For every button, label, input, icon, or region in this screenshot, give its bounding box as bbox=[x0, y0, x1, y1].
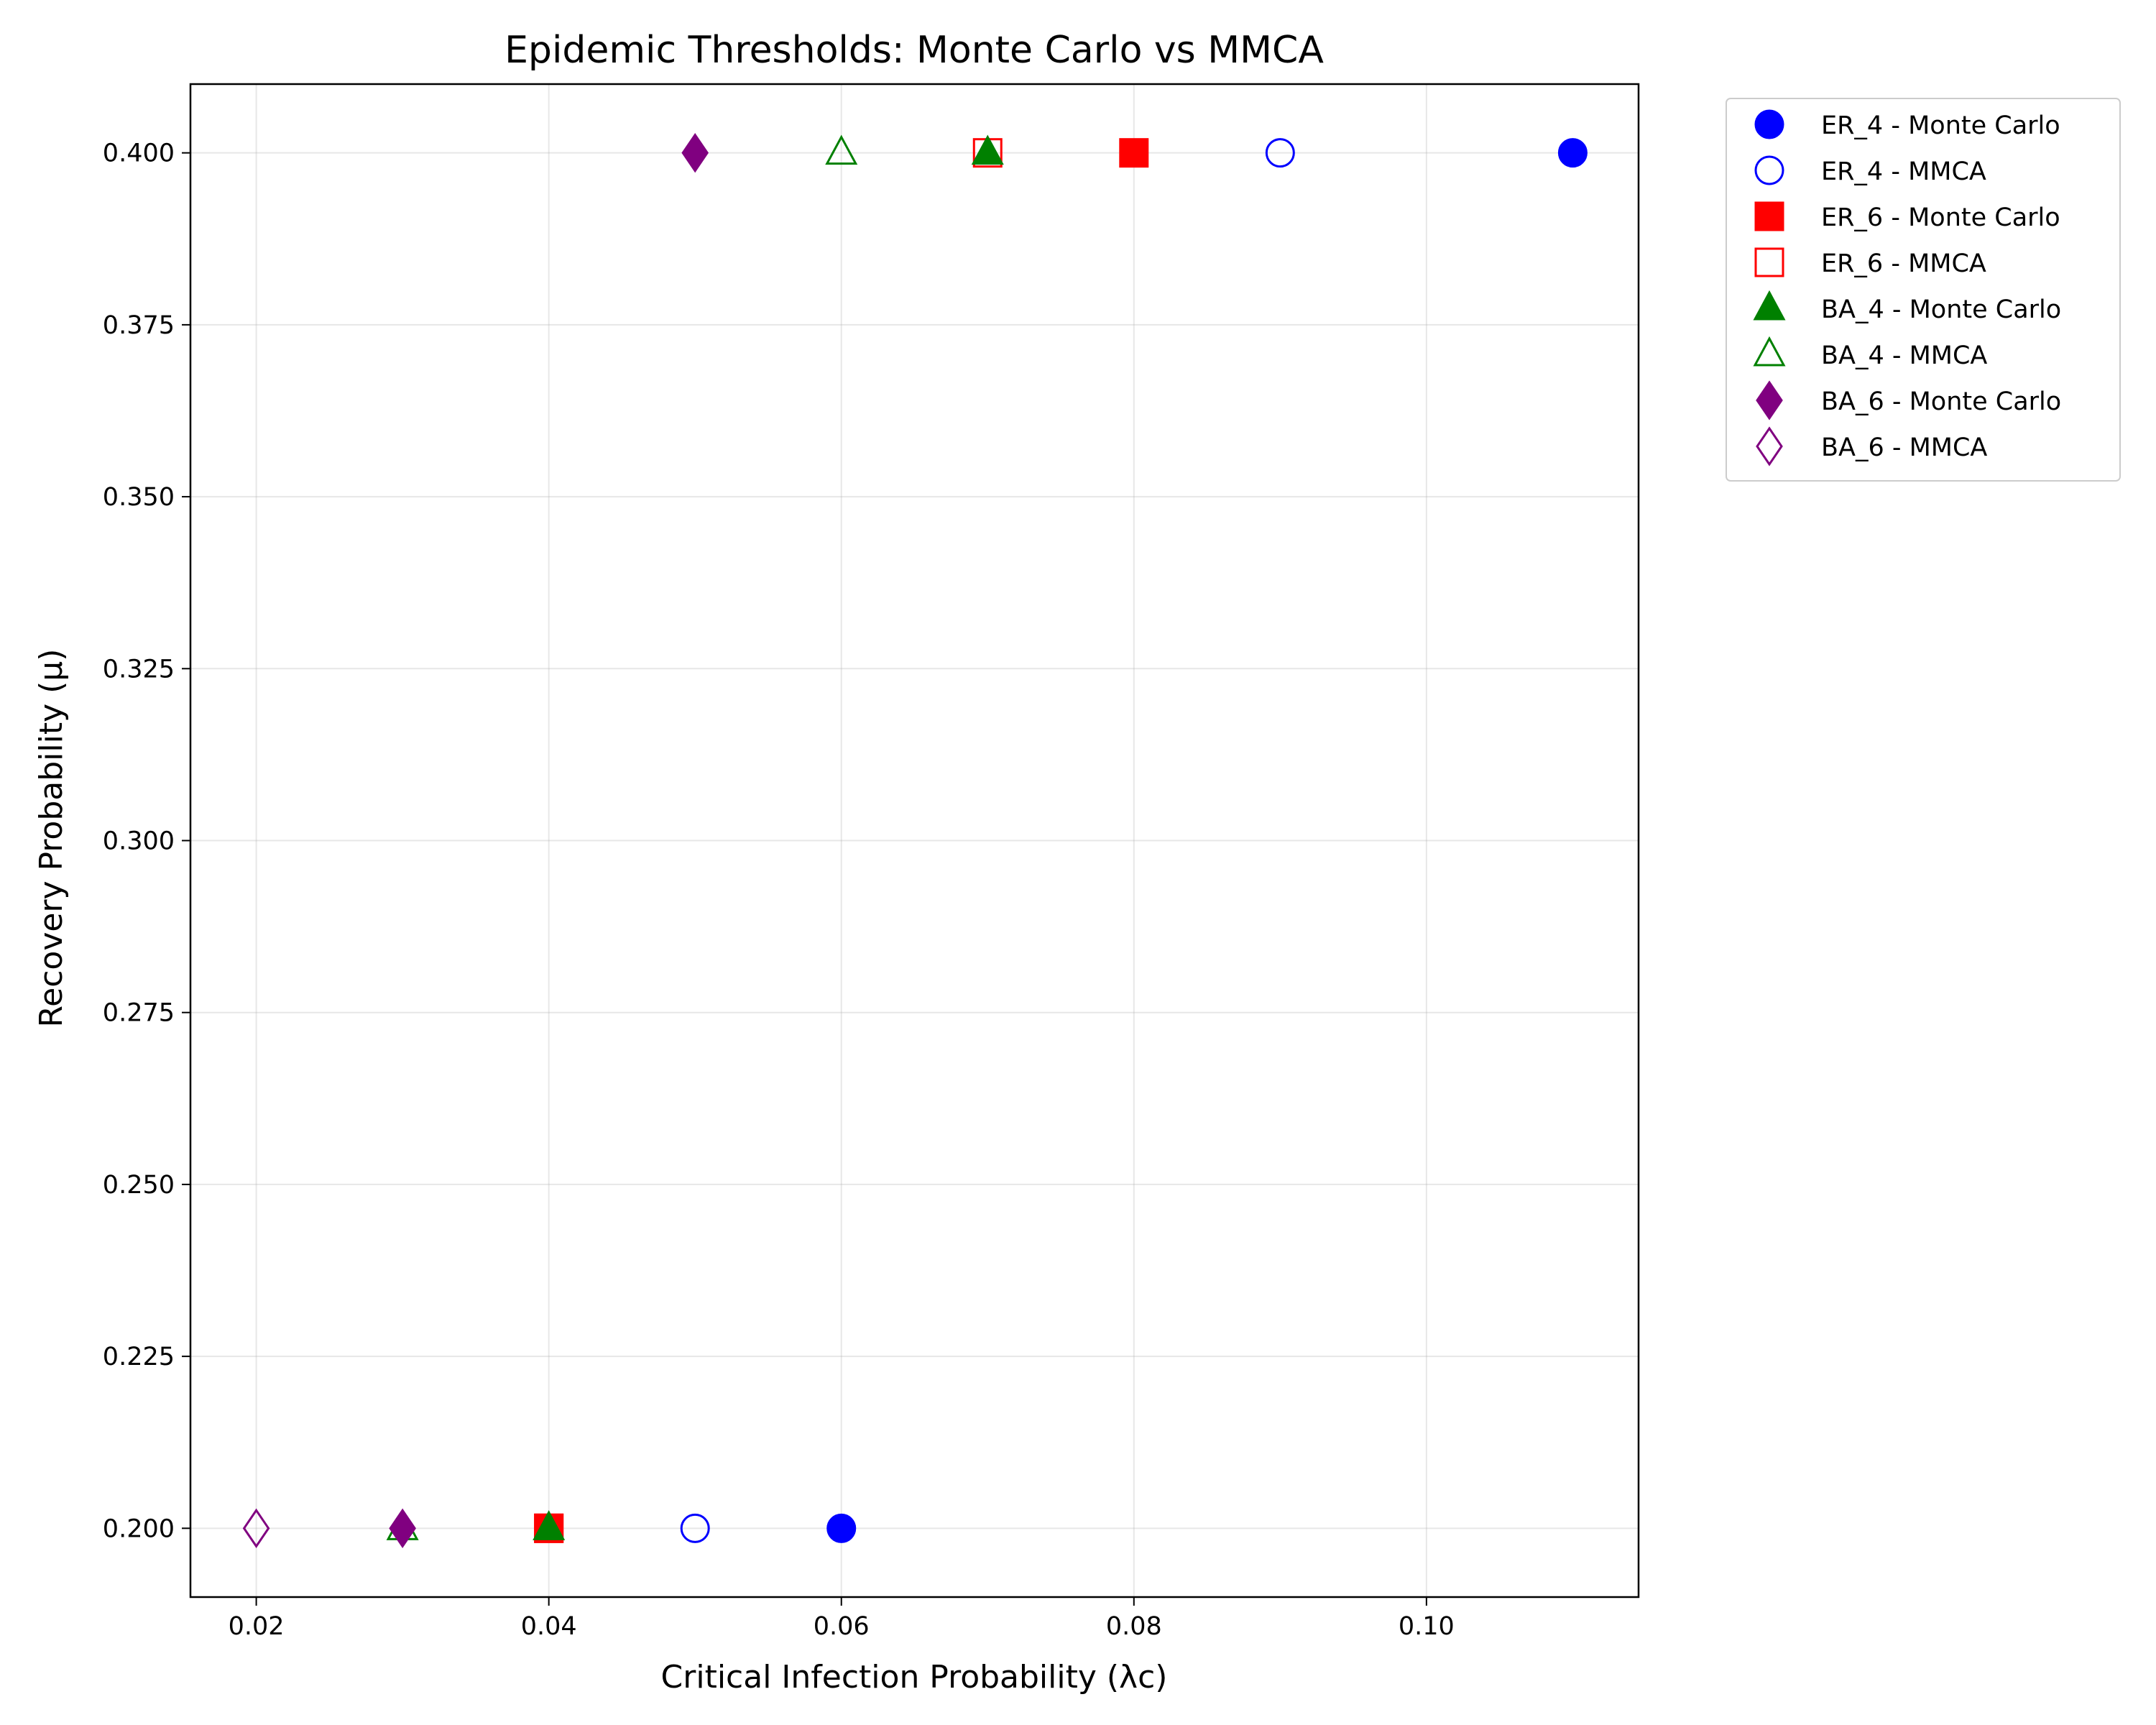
plot-frame bbox=[189, 83, 1640, 1598]
y-tick-label: 0.350 bbox=[103, 483, 175, 512]
x-axis-label: Critical Infection Probability (λc) bbox=[661, 1659, 1168, 1696]
data-point-diamond bbox=[681, 133, 709, 173]
y-tick-label: 0.225 bbox=[103, 1343, 175, 1371]
y-tick-label: 0.325 bbox=[103, 655, 175, 684]
legend-marker-square bbox=[1754, 247, 1784, 277]
legend: ER_4 - Monte Carlo ER_4 - MMCA ER_6 - Mont… bbox=[1726, 98, 2121, 482]
data-point-triangle bbox=[825, 134, 858, 165]
axis-ticks: 0.02 0.04 0.06 0.08 0.10 0.200 0.225 0.250 0.275… bbox=[103, 139, 1455, 1641]
legend-marker-diamond bbox=[1756, 380, 1783, 420]
data-point-triangle bbox=[533, 1510, 566, 1540]
y-tick-label: 0.400 bbox=[103, 139, 175, 168]
data-point-circle bbox=[680, 1513, 710, 1543]
legend-marker-diamond bbox=[1756, 426, 1783, 466]
legend-label: BA_6 - Monte Carlo bbox=[1821, 387, 2061, 416]
legend-marker-triangle bbox=[1753, 290, 1786, 321]
y-tick-label: 0.375 bbox=[103, 311, 175, 340]
x-tick-label: 0.06 bbox=[814, 1612, 870, 1641]
data-point-square bbox=[1119, 138, 1149, 168]
y-axis-label: Recovery Probability (μ) bbox=[33, 649, 70, 1028]
y-tick-label: 0.200 bbox=[103, 1514, 175, 1543]
y-tick-label: 0.275 bbox=[103, 999, 175, 1028]
grid bbox=[190, 84, 1639, 1597]
legend-marker-square bbox=[1754, 201, 1784, 231]
legend-label: ER_6 - Monte Carlo bbox=[1821, 203, 2060, 232]
x-tick-label: 0.04 bbox=[521, 1612, 577, 1641]
legend-marker-circle bbox=[1754, 155, 1784, 185]
data-point-diamond bbox=[242, 1508, 270, 1548]
x-tick-label: 0.10 bbox=[1399, 1612, 1455, 1641]
legend-label: ER_6 - MMCA bbox=[1821, 249, 1986, 278]
data-point-diamond bbox=[389, 1508, 416, 1548]
legend-label: BA_4 - Monte Carlo bbox=[1821, 295, 2061, 324]
data-point-circle bbox=[1557, 138, 1588, 168]
data-points bbox=[242, 133, 1588, 1548]
x-tick-label: 0.08 bbox=[1106, 1612, 1162, 1641]
y-tick-label: 0.250 bbox=[103, 1171, 175, 1200]
chart-title: Epidemic Thresholds: Monte Carlo vs MMCA bbox=[505, 29, 1324, 72]
legend-label: BA_6 - MMCA bbox=[1821, 433, 1987, 462]
data-point-triangle bbox=[971, 134, 1004, 165]
legend-label: BA_4 - MMCA bbox=[1821, 341, 1987, 370]
x-tick-label: 0.02 bbox=[229, 1612, 285, 1641]
data-point-circle bbox=[826, 1513, 857, 1543]
data-point-circle bbox=[1265, 138, 1295, 168]
legend-marker-circle bbox=[1754, 109, 1784, 139]
y-tick-label: 0.300 bbox=[103, 827, 175, 856]
legend-marker-triangle bbox=[1753, 336, 1786, 367]
legend-label: ER_4 - MMCA bbox=[1821, 157, 1986, 186]
legend-label: ER_4 - Monte Carlo bbox=[1821, 111, 2060, 140]
legend-frame bbox=[1726, 98, 2121, 482]
